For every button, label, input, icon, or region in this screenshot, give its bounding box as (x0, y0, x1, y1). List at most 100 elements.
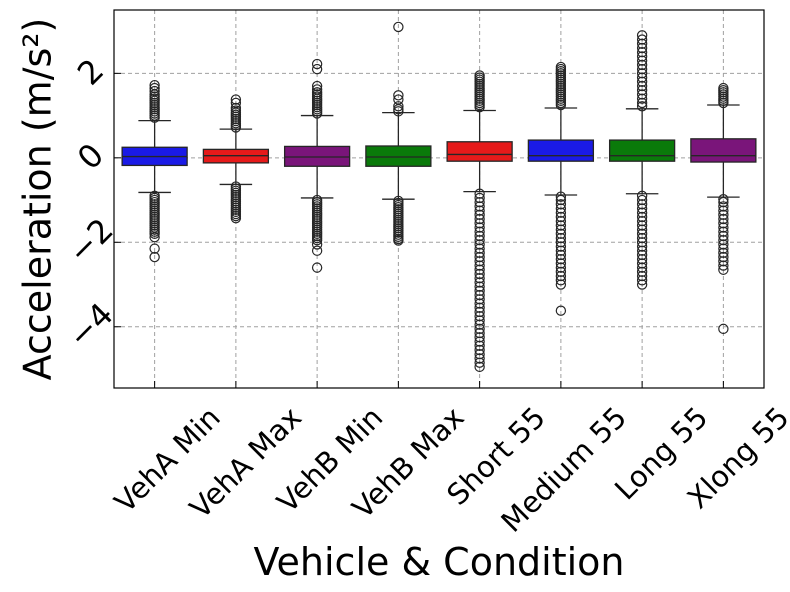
outlier-point (718, 243, 729, 254)
outlier-point (636, 207, 648, 218)
y-tick-label: −4 (60, 295, 120, 355)
outlier-point (636, 42, 648, 54)
outlier-point (149, 82, 160, 94)
outlier-point (311, 239, 323, 250)
y-axis-label: Acceleration (m/s²) (16, 18, 60, 381)
outlier-point (636, 270, 648, 282)
outlier-point (636, 275, 648, 286)
outlier-point (636, 97, 648, 109)
outlier-point (718, 239, 729, 250)
outlier-point (636, 68, 648, 79)
outlier-point (474, 327, 485, 339)
outlier-point (636, 279, 648, 290)
outlier-point (636, 199, 648, 210)
outlier-point (311, 84, 323, 95)
outlier-point (555, 249, 567, 261)
outlier-point (474, 323, 485, 335)
outlier-point (474, 344, 485, 356)
outlier-point (636, 59, 648, 71)
iqr-box (690, 138, 757, 163)
outlier-point (636, 89, 648, 100)
outlier-point (636, 72, 648, 83)
outlier-point (230, 213, 242, 224)
outlier-point (636, 34, 648, 45)
outlier-point (311, 262, 323, 273)
boxes-layer (121, 21, 757, 373)
box-medium-55 (527, 61, 595, 316)
outlier-point (636, 220, 648, 231)
outlier-point (636, 232, 648, 244)
outlier-point (230, 94, 242, 105)
outlier-point (636, 93, 648, 104)
outlier-point (474, 218, 485, 229)
outlier-point (474, 226, 485, 237)
outlier-point (636, 51, 648, 62)
outlier-point (474, 272, 485, 284)
outlier-point (149, 85, 160, 97)
outlier-point (474, 353, 485, 364)
outlier-point (636, 76, 648, 87)
outlier-point (474, 361, 485, 373)
outlier-point (636, 258, 648, 269)
iqr-box (527, 139, 595, 162)
outlier-point (636, 228, 648, 240)
outlier-point (474, 213, 485, 225)
outlier-point (636, 211, 648, 223)
y-tick-label: 0 (70, 136, 111, 177)
box-long-55 (608, 30, 676, 290)
outlier-point (636, 47, 648, 58)
outlier-point (311, 58, 323, 70)
outlier-point (636, 262, 648, 273)
outlier-point (636, 30, 648, 41)
outlier-point (718, 230, 729, 242)
outlier-point (636, 63, 648, 75)
outlier-point (718, 323, 729, 335)
outlier-point (474, 281, 485, 292)
outlier-point (474, 205, 485, 216)
outlier-point (718, 260, 729, 271)
y-tick-label: −2 (60, 211, 120, 271)
outlier-point (474, 247, 485, 259)
outlier-point (718, 264, 729, 275)
outlier-point (474, 196, 485, 208)
box-short-55 (446, 70, 513, 373)
outlier-point (555, 305, 567, 316)
iqr-box (608, 139, 676, 162)
grid-layer (114, 10, 764, 388)
outlier-point (393, 235, 404, 246)
outlier-point (718, 234, 729, 246)
outlier-point (474, 260, 485, 271)
outlier-point (636, 266, 648, 278)
outlier-point (555, 241, 567, 252)
outlier-point (718, 82, 729, 94)
outlier-point (718, 196, 729, 208)
outlier-point (718, 247, 729, 259)
outlier-point (636, 245, 648, 256)
outlier-point (718, 201, 729, 212)
outlier-point (311, 80, 323, 92)
outlier-point (474, 311, 485, 322)
outlier-point (636, 190, 648, 202)
outlier-point (555, 203, 567, 214)
outlier-point (474, 336, 485, 347)
outlier-point (149, 228, 160, 240)
outlier-point (311, 63, 323, 75)
outlier-point (474, 201, 485, 212)
outlier-point (555, 270, 567, 282)
outlier-point (555, 258, 567, 269)
outlier-point (555, 228, 567, 240)
outlier-point (474, 234, 485, 246)
outlier-point (636, 249, 648, 261)
outlier-point (474, 243, 485, 254)
outlier-point (636, 85, 648, 96)
outlier-point (555, 275, 567, 286)
outlier-point (718, 256, 729, 267)
outlier-point (636, 55, 648, 66)
outlier-point (474, 315, 485, 326)
outlier-point (474, 239, 485, 250)
box-xlong-55 (690, 82, 757, 335)
x-axis-label: Vehicle & Condition (253, 540, 624, 584)
outlier-point (555, 245, 567, 256)
outlier-point (474, 319, 485, 330)
